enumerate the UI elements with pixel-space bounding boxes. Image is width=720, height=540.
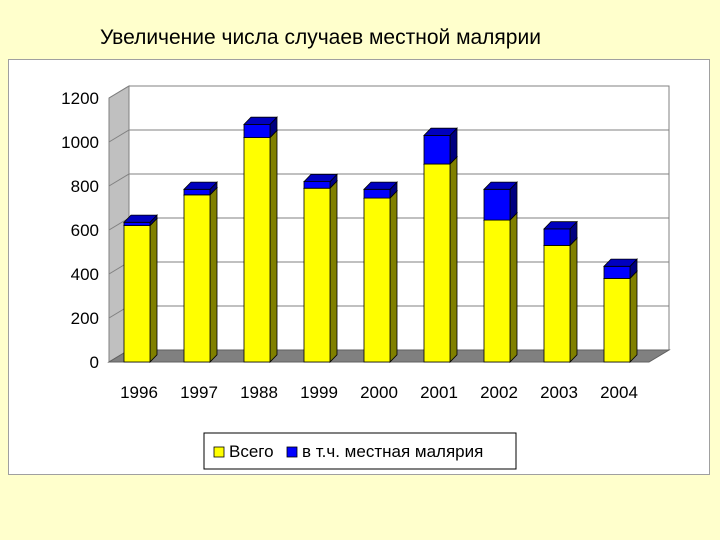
bar-front <box>303 187 331 363</box>
bar-front <box>603 265 631 279</box>
bar-2004-series-1 <box>603 270 638 363</box>
slide-title: Увеличение числа случаев местной малярии <box>100 26 541 49</box>
bar-front <box>183 194 211 363</box>
bar-front <box>423 163 451 363</box>
x-tick-label: 2002 <box>480 383 518 402</box>
bar-front <box>483 188 511 221</box>
bar-front <box>243 124 271 139</box>
y-tick-label: 600 <box>71 221 99 240</box>
bar-1999-series-2 <box>303 173 338 190</box>
legend-label: в т.ч. местная малярия <box>302 442 483 461</box>
gridline <box>108 173 669 187</box>
x-tick-label: 1988 <box>240 383 278 402</box>
bar-side <box>569 237 578 363</box>
bar-1996-series-2 <box>123 214 158 227</box>
bar-top <box>363 181 398 190</box>
bar-top <box>423 127 458 136</box>
gridline <box>108 85 669 99</box>
x-tick-label: 2004 <box>600 383 638 402</box>
y-tick-label: 1200 <box>61 89 99 108</box>
bar-side <box>329 180 338 363</box>
bar-1999-series-1 <box>303 180 338 363</box>
x-axis-ticks: 1996 1997 1988 1999 2000 2001 2002 2003 2004 <box>120 383 638 402</box>
legend: Всего в т.ч. местная малярия <box>203 432 517 470</box>
bar-1988-series-1 <box>243 129 278 363</box>
y-tick-label: 200 <box>71 309 99 328</box>
legend-swatch <box>213 446 225 458</box>
x-tick-label: 2000 <box>360 383 398 402</box>
bar-front <box>543 228 571 246</box>
x-tick-label: 2001 <box>420 383 458 402</box>
bar-front <box>243 137 271 363</box>
bar-chart: 0 200 400 600 800 1000 1200 1996 1997 1988 1999 20… <box>61 85 671 470</box>
bar-side <box>629 270 638 363</box>
bar-2003-series-2 <box>543 220 578 247</box>
bar-side <box>149 217 158 363</box>
bar-front <box>423 135 451 165</box>
y-axis-ticks: 0 200 400 600 800 1000 1200 <box>61 89 99 372</box>
bar-side <box>449 155 458 363</box>
gridline <box>108 129 669 143</box>
bar-front <box>123 225 151 363</box>
bar-front <box>123 221 151 227</box>
legend-label: Всего <box>229 442 274 461</box>
legend-swatch <box>286 446 298 458</box>
bar-top <box>303 174 338 182</box>
bar-front <box>183 188 211 196</box>
y-tick-label: 800 <box>71 177 99 196</box>
bar-1988-series-2 <box>243 116 278 139</box>
y-tick-label: 1000 <box>61 133 99 152</box>
bar-top <box>183 181 218 190</box>
bar-front <box>363 197 391 363</box>
bar-1996-series-1 <box>123 217 158 363</box>
chart-frame: 0 200 400 600 800 1000 1200 1996 1997 1988 1999 20… <box>8 59 710 475</box>
bar-side <box>269 129 278 363</box>
bar-front <box>543 244 571 363</box>
bars <box>123 116 638 363</box>
bar-2000-series-1 <box>363 189 398 363</box>
x-tick-label: 1997 <box>180 383 218 402</box>
bar-side <box>209 186 218 363</box>
x-tick-label: 1996 <box>120 383 158 402</box>
bar-front <box>483 219 511 363</box>
bar-front <box>603 277 631 363</box>
x-tick-label: 1999 <box>300 383 338 402</box>
bar-side <box>389 189 398 363</box>
bar-front <box>303 181 331 189</box>
bar-top <box>483 181 518 190</box>
bar-2002-series-1 <box>483 211 518 363</box>
bar-2004-series-2 <box>603 258 638 280</box>
bar-2001-series-1 <box>423 155 458 363</box>
legend-box <box>203 432 517 470</box>
bar-top <box>603 258 638 267</box>
bar-front <box>363 188 391 199</box>
bar-1997-series-2 <box>183 181 218 196</box>
x-tick-label: 2003 <box>540 383 578 402</box>
y-tick-label: 400 <box>71 265 99 284</box>
bar-2003-series-1 <box>543 237 578 363</box>
bar-2000-series-2 <box>363 181 398 200</box>
bar-2001-series-2 <box>423 127 458 165</box>
bar-top <box>243 116 278 125</box>
y-tick-label: 0 <box>90 353 99 372</box>
bar-2002-series-2 <box>483 181 518 222</box>
bar-top <box>123 214 158 223</box>
bar-top <box>543 221 578 230</box>
bar-1997-series-1 <box>183 186 218 363</box>
bar-side <box>509 211 518 363</box>
